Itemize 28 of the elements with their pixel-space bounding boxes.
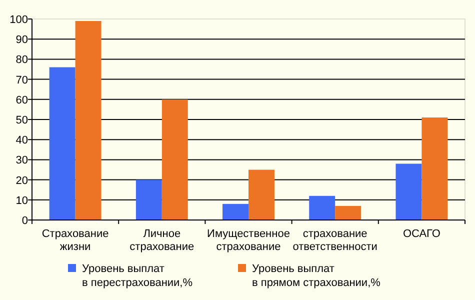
y-tick-label: 50	[16, 114, 28, 126]
bar	[248, 170, 274, 220]
y-tick-label: 100	[10, 14, 28, 26]
bar	[75, 21, 102, 220]
bar	[335, 206, 362, 220]
y-tick-label: 60	[16, 94, 28, 106]
bar	[396, 164, 422, 220]
bar	[222, 204, 248, 220]
x-tick-label: ОСАГО	[402, 228, 441, 240]
x-tick-label: Имущественное страхование	[207, 228, 290, 253]
y-tick-label: 90	[16, 34, 28, 46]
legend-label: Уровень выплат в прямом страховании,%	[252, 263, 381, 289]
bar	[162, 99, 188, 220]
y-tick-label: 30	[16, 154, 28, 167]
x-tick-label: Личное страхование	[130, 228, 194, 253]
y-tick-label: 10	[16, 194, 28, 207]
y-tick-label: 0	[22, 215, 28, 227]
x-tick-label: Страхование жизни	[42, 228, 109, 253]
y-tick-label: 20	[16, 174, 28, 187]
y-tick-label: 70	[16, 74, 28, 86]
legend-label: Уровень выплат в перестраховании,%	[82, 263, 193, 289]
bar	[422, 117, 448, 220]
y-tick-label: 40	[16, 134, 28, 147]
x-tick-label: страхование ответственности	[292, 228, 378, 253]
bar	[49, 67, 76, 220]
bar	[309, 196, 336, 220]
bar	[136, 180, 162, 220]
y-tick-label: 80	[16, 54, 28, 66]
